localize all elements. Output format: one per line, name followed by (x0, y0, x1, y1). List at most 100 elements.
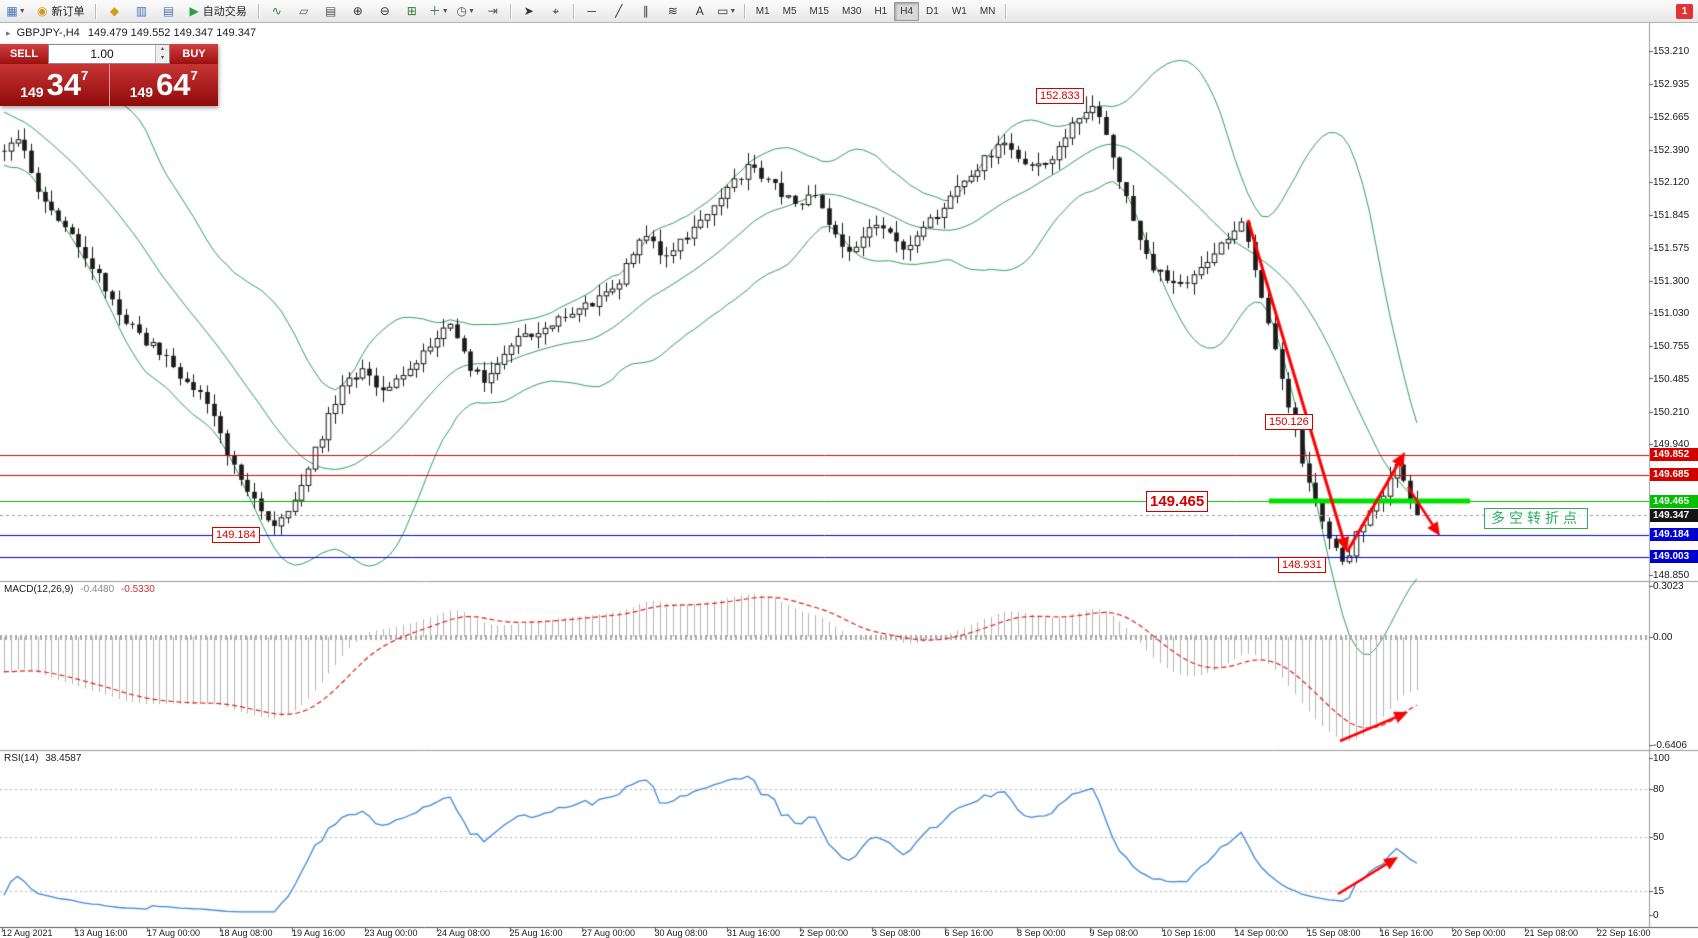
text-label-icon[interactable]: A (687, 1, 713, 21)
market-watch-icon: ▥ (135, 4, 148, 18)
notification-badge[interactable]: 1 (1676, 3, 1693, 19)
time-axis-label: 13 Aug 16:00 (74, 928, 128, 938)
time-axis-label: 31 Aug 16:00 (727, 928, 781, 938)
turning-point-label[interactable]: 多空转折点 (1484, 508, 1588, 529)
tile-windows-icon[interactable]: ⊞ (399, 1, 425, 21)
price-badge-149.685: 149.685 (1650, 468, 1698, 482)
navigator-icon[interactable]: ▤ (155, 1, 181, 21)
timeframe-w1[interactable]: W1 (951, 5, 967, 17)
sell-price-big: 34 (46, 67, 82, 102)
timeframe-h1[interactable]: H1 (874, 5, 888, 17)
refresh-icon[interactable]: ◷ ▼ (453, 1, 479, 21)
chart-style-icon: ▦ (6, 4, 18, 18)
spinner-down-icon[interactable]: ▾ (156, 54, 169, 63)
price-axis-tick: 150.210 (1653, 406, 1690, 418)
time-axis-label: 23 Aug 00:00 (364, 928, 418, 938)
chart-shift-icon[interactable]: ⇥ (480, 1, 506, 21)
auto-trading-button[interactable]: ▶ 自动交易 (182, 1, 253, 21)
fibonacci-icon[interactable]: ≋ (660, 1, 686, 21)
timeframe-d1[interactable]: D1 (926, 5, 939, 17)
objects-list-icon[interactable]: ▱ (291, 1, 317, 21)
trendline-icon[interactable]: ╱ (606, 1, 632, 21)
profiles-icon[interactable]: ◆ (101, 1, 127, 21)
sell-button[interactable]: SELL (0, 44, 48, 64)
time-axis-label: 2 Sep 00:00 (799, 928, 849, 938)
buy-price-big: 64 (156, 67, 191, 102)
rsi-axis-tick: 80 (1653, 784, 1665, 796)
price-callout-149.465[interactable]: 149.465 (1146, 491, 1209, 513)
buy-price-button[interactable]: 149 64 7 (109, 64, 218, 106)
horizontal-line-icon[interactable]: ─ (579, 1, 605, 21)
time-axis-label: 27 Aug 00:00 (582, 928, 636, 938)
time-axis-label: 16 Sep 16:00 (1379, 928, 1434, 938)
fibonacci-icon: ≋ (667, 4, 678, 18)
time-axis-label: 21 Sep 08:00 (1524, 928, 1579, 938)
toolbar-separator (257, 3, 260, 19)
ohlc-values: 149.479 149.552 149.347 149.347 (87, 27, 257, 39)
new-order-button-label: 新订单 (51, 6, 85, 18)
price-callout-148.931[interactable]: 148.931 (1278, 557, 1326, 574)
timeframe-m5[interactable]: M5 (782, 5, 797, 17)
price-badge-149.003: 149.003 (1650, 550, 1698, 564)
indicators-icon[interactable]: ∿ (264, 1, 290, 21)
price-badge-149.465: 149.465 (1650, 494, 1698, 508)
timeframe-m30[interactable]: M30 (841, 5, 862, 17)
price-callout-149.184[interactable]: 149.184 (212, 526, 260, 543)
crosshair-icon[interactable]: ⌖ (543, 1, 569, 21)
new-chart-icon[interactable]: ＋ ▼ (426, 1, 452, 21)
toolbar-separator (743, 3, 746, 19)
sell-price-pip: 7 (81, 68, 89, 83)
timeframe-mn[interactable]: MN (979, 5, 996, 17)
timeframe-toolbar: M1 M5 M15 M30 H1 H4 D1 W1 MN (750, 1, 1011, 21)
timeframe-m15[interactable]: M15 (809, 5, 829, 17)
sell-price-prefix: 149 (20, 84, 44, 100)
sell-price-button[interactable]: 149 34 7 (0, 64, 110, 106)
channel-icon[interactable]: ∥ (633, 1, 659, 21)
price-axis-tick: 151.845 (1653, 210, 1690, 222)
price-callout-152.833[interactable]: 152.833 (1036, 88, 1084, 105)
text-label-icon: A (695, 4, 704, 18)
price-axis-tick: 151.030 (1653, 308, 1690, 319)
dropdown-caret-icon: ▼ (729, 7, 737, 15)
shapes-icon: ▭ (717, 4, 729, 18)
cursor-icon: ➤ (523, 4, 534, 18)
market-watch-icon[interactable]: ▥ (128, 1, 154, 21)
objects-list-icon: ▱ (299, 4, 309, 18)
toolbar-separator (572, 3, 575, 19)
timeframe-h4[interactable]: H4 (894, 1, 920, 21)
symbol-ohlc-label: ▸ GBPJPY-,H4 149.479 149.552 149.347 149… (6, 27, 256, 39)
templates-icon[interactable]: ▤ (318, 1, 344, 21)
volume-spinner[interactable]: ▴ ▾ (155, 45, 169, 63)
chart-style-icon[interactable]: ▦ ▼ (3, 1, 29, 21)
shapes-icon[interactable]: ▭ ▼ (714, 1, 740, 21)
volume-value: 1.00 (90, 47, 114, 61)
time-axis-label: 15 Sep 08:00 (1307, 928, 1361, 938)
rsi-label: RSI(14) 38.4587 (4, 753, 81, 764)
trade-panel-prices: 149 34 7 149 64 7 (0, 64, 218, 106)
time-axis-label: 30 Aug 08:00 (654, 928, 708, 938)
spinner-up-icon[interactable]: ▴ (156, 45, 169, 54)
zoom-out-icon: ⊖ (379, 4, 390, 18)
main-toolbar: ▦ ▼ ◉ 新订单 ◆ ▥ ▤ ▶ 自动交易 ∿ ▱ ▤ ⊕ ⊖ ⊞ ＋ ▼ ◷ ▼ ⇥ ➤ ⌖ ─ ╱ ∥ ≋ A ▭ ▼ M1 M5 M… (0, 0, 1698, 23)
toolbar-right: 1 (1676, 3, 1695, 19)
profiles-icon: ◆ (109, 4, 120, 18)
buy-button[interactable]: BUY (170, 44, 218, 64)
zoom-in-icon[interactable]: ⊕ (345, 1, 371, 21)
volume-input[interactable]: 1.00 ▴ ▾ (48, 44, 170, 64)
zoom-out-icon[interactable]: ⊖ (372, 1, 398, 21)
symbol-period: GBPJPY-,H4 (16, 27, 80, 39)
macd-axis-tick: -0.6406 (1653, 740, 1687, 751)
price-axis-tick: 148.850 (1653, 570, 1690, 581)
timeframe-m1[interactable]: M1 (755, 5, 770, 17)
cursor-icon[interactable]: ➤ (516, 1, 542, 21)
zoom-in-icon: ⊕ (352, 4, 363, 18)
price-callout-150.126[interactable]: 150.126 (1265, 413, 1313, 430)
new-order-button[interactable]: ◉ 新订单 (30, 1, 91, 21)
dropdown-caret-icon: ▼ (441, 7, 449, 15)
time-axis-label: 17 Aug 00:00 (147, 928, 201, 938)
trade-panel-header: SELL 1.00 ▴ ▾ BUY (0, 44, 218, 64)
macd-name: MACD(12,26,9) (4, 584, 74, 595)
chart-marker-icon: ▸ (6, 28, 11, 38)
price-axis-tick: 151.300 (1653, 275, 1690, 287)
